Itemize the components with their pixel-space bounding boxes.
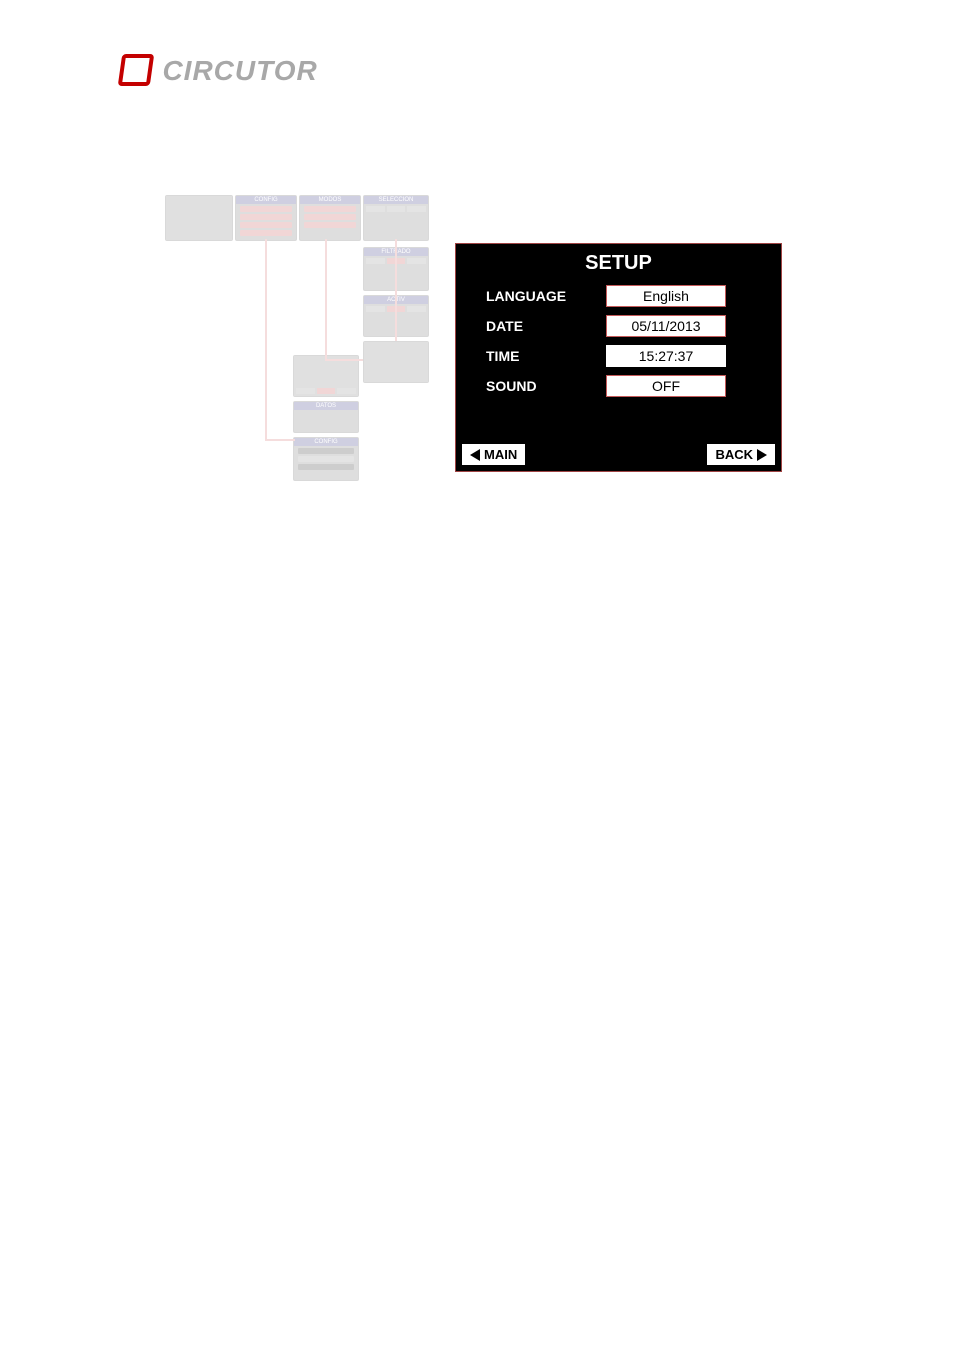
logo-icon: [118, 54, 154, 86]
label-time: TIME: [486, 348, 586, 364]
screen-title: SETUP: [456, 244, 781, 275]
nav-back-button[interactable]: BACK: [707, 444, 775, 465]
setup-grid: LANGUAGE English DATE 05/11/2013 TIME 15…: [456, 275, 781, 397]
value-time[interactable]: 15:27:37: [606, 345, 726, 367]
row-language: LANGUAGE English: [486, 285, 751, 307]
label-sound: SOUND: [486, 378, 586, 394]
arrow-left-icon: [470, 449, 480, 461]
arrow-right-icon: [757, 449, 767, 461]
row-date: DATE 05/11/2013: [486, 315, 751, 337]
value-language[interactable]: English: [606, 285, 726, 307]
row-sound: SOUND OFF: [486, 375, 751, 397]
nav-main-label: MAIN: [484, 447, 517, 462]
brand-name: CIRCUTOR: [162, 55, 317, 86]
label-language: LANGUAGE: [486, 288, 586, 304]
nav-back-label: BACK: [715, 447, 753, 462]
value-sound[interactable]: OFF: [606, 375, 726, 397]
row-time: TIME 15:27:37: [486, 345, 751, 367]
label-date: DATE: [486, 318, 586, 334]
value-date[interactable]: 05/11/2013: [606, 315, 726, 337]
nav-bar: MAIN BACK: [456, 438, 781, 471]
faded-nav-diagram: CONFIG MODOS SELECCION FILTRADO ACTIV DA…: [165, 195, 435, 485]
brand-logo: CIRCUTOR: [120, 52, 318, 87]
setup-screen: SETUP LANGUAGE English DATE 05/11/2013 T…: [455, 243, 782, 472]
nav-main-button[interactable]: MAIN: [462, 444, 525, 465]
